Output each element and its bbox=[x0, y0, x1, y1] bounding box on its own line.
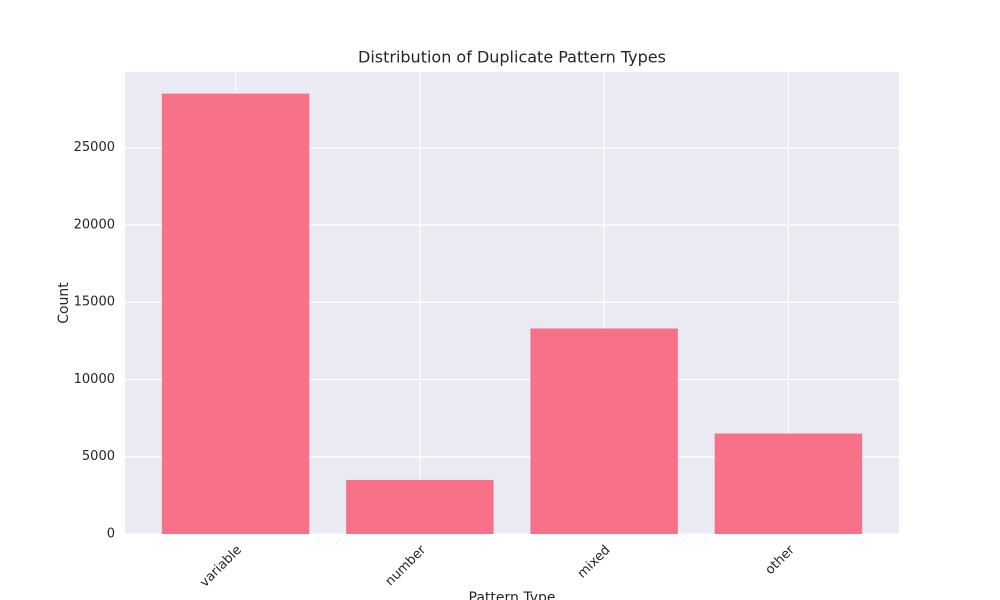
bar bbox=[161, 93, 310, 534]
bar bbox=[346, 479, 494, 534]
bar bbox=[530, 328, 678, 534]
x-tick-label: other bbox=[763, 542, 799, 578]
y-tick-label: 15000 bbox=[74, 295, 115, 310]
bar bbox=[714, 433, 863, 534]
y-tick-label: 5000 bbox=[82, 449, 115, 464]
x-tick-label: variable bbox=[197, 543, 245, 591]
y-tick-label: 0 bbox=[107, 527, 115, 542]
y-tick-label: 10000 bbox=[74, 372, 115, 387]
chart-title: Distribution of Duplicate Pattern Types bbox=[358, 48, 666, 67]
x-axis-label: Pattern Type bbox=[469, 590, 556, 600]
y-axis-label: Count bbox=[56, 282, 72, 324]
y-tick-label: 25000 bbox=[74, 140, 115, 155]
x-tick-label: mixed bbox=[575, 543, 614, 582]
y-tick-label: 20000 bbox=[74, 217, 115, 232]
x-tick-label: number bbox=[383, 542, 430, 589]
